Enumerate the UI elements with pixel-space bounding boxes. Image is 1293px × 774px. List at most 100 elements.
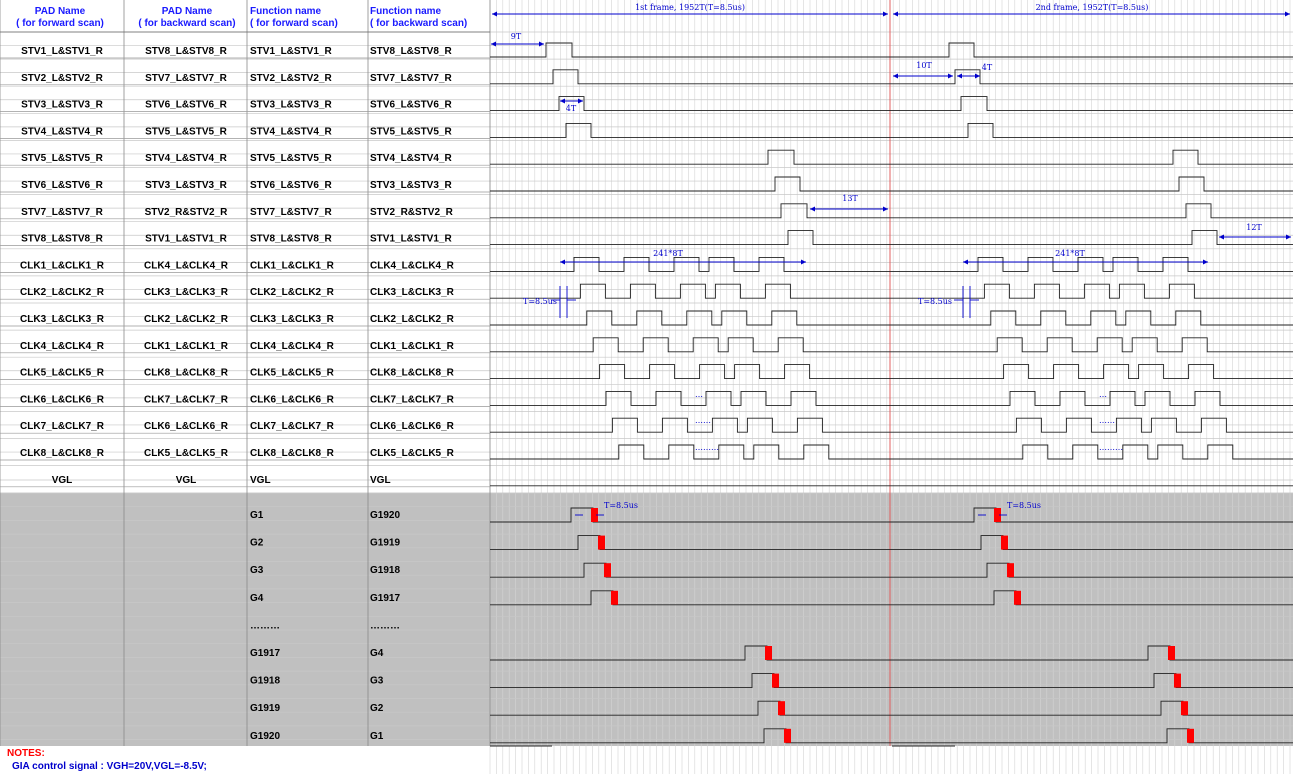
241-8T-arrow-a-head xyxy=(560,259,565,265)
241-8T-arrow-b-head xyxy=(963,259,968,265)
ellipsis-4: … xyxy=(1099,390,1107,399)
signal-cell: STV6_L&STV6_R xyxy=(370,100,452,111)
signal-cell: STV2_L&STV2_R xyxy=(21,73,103,84)
signal-cell: CLK5_L&CLK5_R xyxy=(250,368,335,379)
signal-cell: CLK8_L&CLK8_R xyxy=(20,448,105,459)
gate-cell: G1917 xyxy=(370,593,400,604)
signal-cell: CLK3_L&CLK3_R xyxy=(20,314,105,325)
signal-cell: STV4_L&STV4_R xyxy=(250,126,332,137)
13T-arrow-head xyxy=(810,206,815,212)
ellipsis-5: …… xyxy=(1099,416,1115,425)
signal-cell: CLK2_L&CLK2_R xyxy=(250,287,335,298)
header-func-backward-title: Function name xyxy=(370,6,442,17)
gate-cell: G1 xyxy=(250,510,264,521)
signal-cell: CLK4_L&CLK4_R xyxy=(144,260,229,271)
gate-pulse xyxy=(1174,673,1181,688)
signal-cell: CLK1_L&CLK1_R xyxy=(144,341,229,352)
signal-table: PAD Name ( for forward scan) PAD Name ( … xyxy=(16,6,467,742)
12T-arrow-head xyxy=(1286,234,1291,240)
label-period-a: T=8.5us xyxy=(523,297,557,306)
gate-pulse xyxy=(591,508,598,522)
9T-arrow-head xyxy=(539,41,544,47)
signal-cell: CLK5_L&CLK5_R xyxy=(370,448,455,459)
signal-cell: STV2_R&STV2_R xyxy=(370,207,454,218)
clk-waveform xyxy=(490,283,1293,299)
label-9T: 9T xyxy=(511,32,522,41)
signal-cell: STV5_L&STV5_R xyxy=(370,126,452,137)
timing-annotations: 1st frame, 1952T(T=8.5us) 2nd frame, 195… xyxy=(491,3,1291,516)
header-pad-forward-sub: ( for forward scan) xyxy=(16,18,104,29)
signal-cell: CLK4_L&CLK4_R xyxy=(20,341,105,352)
4T-arrow-a-head xyxy=(578,98,583,104)
clk-waveform xyxy=(490,417,1293,433)
gate-pulse xyxy=(765,646,772,660)
stv-waveform xyxy=(490,176,1293,192)
signal-cell: STV8_L&STV8_R xyxy=(145,46,227,57)
gate-cell: G4 xyxy=(250,593,264,604)
waveforms xyxy=(490,42,1293,487)
frame2-label: 2nd frame, 1952T(T=8.5us) xyxy=(1036,3,1149,12)
gate-cell: G3 xyxy=(250,565,264,576)
signal-cell: STV1_L&STV1_R xyxy=(145,234,227,245)
gate-cell: G1920 xyxy=(370,510,400,521)
signal-cell: STV8_L&STV8_R xyxy=(370,46,452,57)
signal-cell: STV1_L&STV1_R xyxy=(370,234,452,245)
gate-pulse xyxy=(778,701,785,716)
signal-cell: STV7_L&STV7_R xyxy=(21,207,103,218)
stv-waveform xyxy=(490,69,1293,85)
clk-waveform xyxy=(490,390,1293,406)
clk-waveform xyxy=(490,310,1293,326)
4T-arrow-b-head xyxy=(975,73,980,79)
signal-cell: STV4_L&STV4_R xyxy=(145,153,227,164)
signal-cell: CLK4_L&CLK4_R xyxy=(370,260,455,271)
label-gate-period-b: T=8.5us xyxy=(1007,501,1041,510)
gate-pulse xyxy=(1014,590,1021,605)
241-8T-arrow-a-head xyxy=(801,259,806,265)
signal-cell: STV7_L&STV7_R xyxy=(250,207,332,218)
signal-cell: CLK7_L&CLK7_R xyxy=(250,421,335,432)
signal-cell: CLK2_L&CLK2_R xyxy=(144,314,229,325)
label-10T: 10T xyxy=(916,61,932,70)
ellipsis-6: ……… xyxy=(1099,443,1123,452)
4T-arrow-b-head xyxy=(957,73,962,79)
signal-cell: STV3_L&STV3_R xyxy=(145,180,227,191)
stv-waveform xyxy=(490,122,1293,138)
header-func-forward-sub: ( for forward scan) xyxy=(250,18,338,29)
gate-pulse xyxy=(772,673,779,688)
signal-cell: CLK3_L&CLK3_R xyxy=(250,314,335,325)
signal-cell: VGL xyxy=(250,475,271,486)
header-pad-backward-title: PAD Name xyxy=(162,6,213,17)
gate-cell: G1919 xyxy=(250,703,280,714)
signal-cell: VGL xyxy=(370,475,391,486)
gate-cell: G2 xyxy=(370,703,384,714)
241-8T-arrow-b-head xyxy=(1203,259,1208,265)
signal-cell: STV3_L&STV3_R xyxy=(21,100,103,111)
header-func-forward-title: Function name xyxy=(250,6,322,17)
gate-cell: G2 xyxy=(250,538,264,549)
gate-pulse xyxy=(784,728,791,743)
signal-cell: CLK4_L&CLK4_R xyxy=(250,341,335,352)
signal-cell: CLK3_L&CLK3_R xyxy=(144,287,229,298)
label-period-b: T=8.5us xyxy=(918,297,952,306)
signal-cell: STV4_L&STV4_R xyxy=(370,153,452,164)
gate-cell: G1919 xyxy=(370,538,400,549)
gate-cell: G4 xyxy=(370,648,384,659)
signal-cell: CLK1_L&CLK1_R xyxy=(370,341,455,352)
signal-cell: STV5_L&STV5_R xyxy=(250,153,332,164)
signal-cell: CLK6_L&CLK6_R xyxy=(144,421,229,432)
gate-cell: G1 xyxy=(370,731,384,742)
frame2-arrow-head xyxy=(1285,11,1290,17)
10T-arrow-head xyxy=(948,73,953,79)
signal-cell: CLK5_L&CLK5_R xyxy=(144,448,229,459)
header-pad-backward-sub: ( for backward scan) xyxy=(138,18,235,29)
signal-cell: STV2_L&STV2_R xyxy=(250,73,332,84)
signal-cell: STV2_R&STV2_R xyxy=(145,207,229,218)
gate-pulse xyxy=(1007,563,1014,578)
gate-pulse xyxy=(611,590,618,605)
gate-cell: ……… xyxy=(250,620,280,631)
signal-cell: VGL xyxy=(176,475,197,486)
label-241-8T-a: 241*8T xyxy=(653,249,683,258)
gate-pulse xyxy=(1181,701,1188,716)
